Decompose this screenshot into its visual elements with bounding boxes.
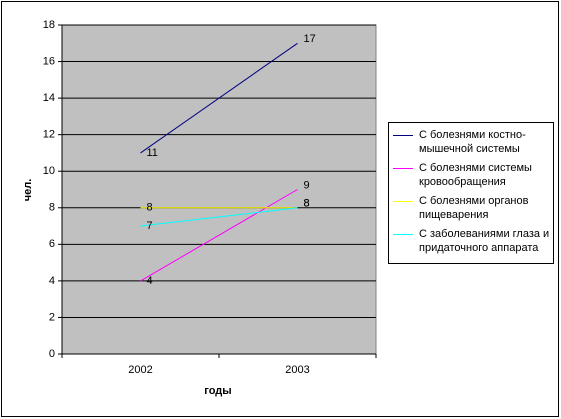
- data-label: 17: [304, 33, 316, 45]
- y-tick-label: 12: [43, 129, 55, 141]
- series-line: [140, 207, 298, 227]
- y-axis-title: чел.: [22, 179, 34, 202]
- data-label: 8: [304, 198, 310, 210]
- y-tick-label: 16: [43, 55, 55, 67]
- y-tick-label: 2: [49, 311, 55, 323]
- data-label: 9: [304, 179, 310, 191]
- legend: С болезнями костно-мышечной системы С бол…: [388, 122, 554, 264]
- plot-area: [61, 24, 377, 355]
- y-tick-label: 8: [49, 202, 55, 214]
- legend-item: С болезнями костно-мышечной системы: [391, 128, 551, 156]
- series-line: [140, 42, 298, 154]
- legend-item: С болезнями системы кровообращения: [391, 161, 551, 189]
- legend-swatch: [393, 168, 413, 169]
- legend-item: С болезнями органов пищеварения: [391, 194, 551, 222]
- x-axis-title: годы: [204, 385, 231, 397]
- data-label: 8: [147, 202, 153, 214]
- series-line: [140, 189, 298, 282]
- legend-swatch: [393, 135, 413, 136]
- legend-item: С заболеваниями глаза и придаточного апп…: [391, 227, 551, 255]
- y-tick-label: 14: [43, 92, 55, 104]
- legend-label: С заболеваниями глаза и придаточного апп…: [419, 228, 550, 254]
- data-label: 4: [147, 275, 153, 287]
- y-tick-label: 0: [49, 348, 55, 360]
- x-tick-label: 2003: [285, 364, 309, 376]
- data-label: 11: [147, 147, 158, 159]
- legend-swatch: [393, 234, 413, 235]
- data-label: 7: [147, 220, 153, 232]
- x-tick-label: 2002: [128, 364, 152, 376]
- data-label: 8: [304, 198, 310, 210]
- legend-label: С болезнями системы кровообращения: [419, 162, 532, 188]
- legend-label: С болезнями костно-мышечной системы: [419, 129, 526, 155]
- y-tick-label: 6: [49, 238, 55, 250]
- y-tick-label: 10: [43, 165, 55, 177]
- legend-swatch: [393, 201, 413, 202]
- y-tick-label: 18: [43, 19, 55, 31]
- y-tick-label: 4: [49, 275, 55, 287]
- legend-label: С болезнями органов пищеварения: [419, 195, 529, 221]
